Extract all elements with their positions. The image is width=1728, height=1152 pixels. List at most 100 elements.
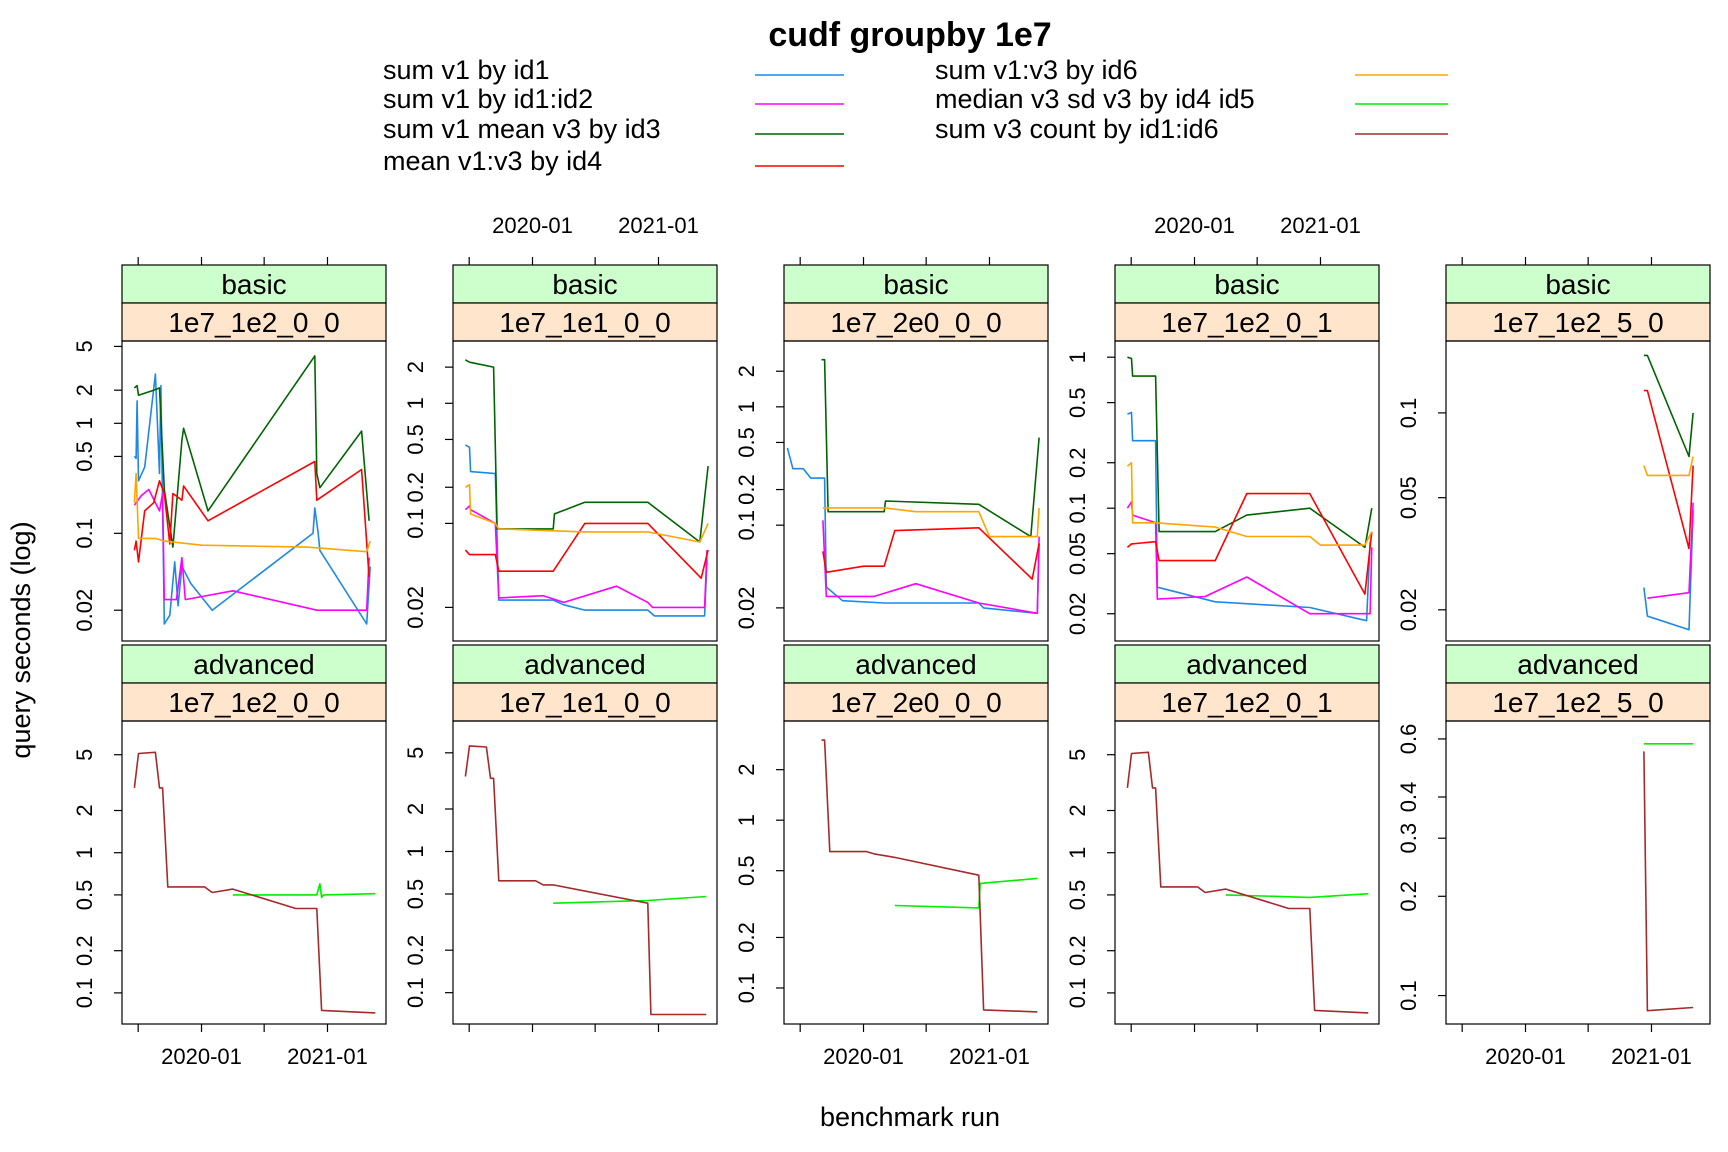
strip-bottom-label: 1e7_2e0_0_0 [830, 307, 1001, 338]
strip-top [783, 644, 1049, 684]
series-line-median-v3-sd-v3-by-id4-id5 [553, 895, 707, 904]
y-tick-label: 5 [72, 340, 97, 352]
strip-top-label: basic [1214, 269, 1279, 300]
plot-frame [1114, 720, 1380, 1025]
x-tick-label-bottom: 2021-01 [287, 1044, 368, 1069]
y-tick-label: 0.05 [1065, 532, 1090, 575]
series-line-mean-v1-v3-by-id4 [1643, 389, 1694, 550]
y-tick-label: 2 [403, 361, 428, 373]
y-tick-label: 0.1 [72, 518, 97, 549]
plot-frame [452, 720, 718, 1025]
y-tick-label: 2 [72, 804, 97, 816]
y-tick-label: 0.02 [734, 586, 759, 629]
series-line-sum-v1-v3-by-id6 [1126, 461, 1373, 546]
y-tick-label: 0.1 [734, 510, 759, 541]
series-line-mean-v1-v3-by-id4 [1126, 492, 1373, 595]
panel-basic-1e7-1e2-0-0: basic 1e7_1e2_0_0 0.02 0.1 0.5 1 2 5 [72, 264, 387, 642]
series-line-sum-v1-by-id1 [133, 373, 371, 625]
strip-bottom-label: 1e7_1e2_0_0 [168, 687, 339, 718]
series-line-sum-v1-v3-by-id6 [464, 483, 709, 543]
x-tick-label-bottom: 2021-01 [949, 1044, 1030, 1069]
y-tick-label: 0.1 [1396, 398, 1421, 429]
series-line-sum-v1-by-id1-id2 [133, 488, 370, 612]
y-tick-label: 0.2 [734, 474, 759, 505]
x-tick-label-bottom: 2020-01 [161, 1044, 242, 1069]
series-line-mean-v1-v3-by-id4 [822, 526, 1040, 580]
panel-advanced-1e7-2e0-0-0: advanced 1e7_2e0_0_0 0.1 0.2 0.5 1 2 [734, 644, 1049, 1025]
plot-frame [121, 720, 387, 1025]
legend-label: sum v1 mean v3 by id3 [383, 114, 661, 144]
y-tick-label: 0.02 [1065, 592, 1090, 635]
legend-label: sum v1 by id1:id2 [383, 84, 593, 114]
strip-top-label: advanced [1517, 649, 1638, 680]
y-tick-label: 0.02 [403, 586, 428, 629]
series-line-sum-v1-mean-v3-by-id3 [821, 358, 1040, 538]
y-tick-label: 0.1 [734, 973, 759, 1004]
legend-label: mean v1:v3 by id4 [383, 146, 602, 176]
series-line-sum-v1-mean-v3-by-id3 [464, 359, 709, 543]
x-tick-label-top: 2020-01 [492, 213, 573, 238]
y-tick-label: 2 [734, 365, 759, 377]
x-tick-label-bottom: 2020-01 [823, 1044, 904, 1069]
y-tick-label: 0.1 [1065, 978, 1090, 1009]
strip-top [1445, 264, 1711, 304]
legend-item-median-v3-sd-v3-by-id4-id5: median v3 sd v3 by id4 id5 [935, 84, 1448, 114]
strip-top [1445, 644, 1711, 684]
plot-frame [1114, 340, 1380, 642]
strip-bottom-label: 1e7_1e2_5_0 [1492, 307, 1663, 338]
panel-advanced-1e7-1e2-0-1: advanced 1e7_1e2_0_1 0.1 0.2 0.5 1 2 5 [1065, 644, 1380, 1025]
strip-bottom-label: 1e7_2e0_0_0 [830, 687, 1001, 718]
y-tick-label: 0.6 [1396, 724, 1421, 755]
strip-top-label: basic [221, 269, 286, 300]
x-tick-label-top: 2021-01 [1280, 213, 1361, 238]
panel-advanced-1e7-1e1-0-0: advanced 1e7_1e1_0_0 0.1 0.2 0.5 1 2 5 [403, 644, 718, 1025]
strip-top-label: advanced [1186, 649, 1307, 680]
y-tick-label: 2 [403, 803, 428, 815]
y-tick-label: 0.5 [72, 441, 97, 472]
y-tick-label: 2 [1065, 804, 1090, 816]
strip-top [1114, 264, 1380, 304]
y-tick-label: 1 [72, 847, 97, 859]
strip-bottom-label: 1e7_1e2_0_1 [1161, 687, 1332, 718]
series-line-sum-v1-v3-by-id6 [822, 507, 1040, 538]
y-tick-label: 1 [403, 845, 428, 857]
series-line-median-v3-sd-v3-by-id4-id5 [1225, 892, 1369, 899]
series-line-sum-v3-count-by-id1-id6 [1126, 751, 1369, 1014]
y-tick-label: 5 [1065, 749, 1090, 761]
strip-bottom-label: 1e7_1e2_5_0 [1492, 687, 1663, 718]
legend-item-sum-v1-by-id1: sum v1 by id1 [383, 55, 844, 85]
legend-item-sum-v1-mean-v3-by-id3: sum v1 mean v3 by id3 [383, 114, 844, 144]
y-axis-title: query seconds (log) [6, 521, 36, 758]
series-line-sum-v3-count-by-id1-id6 [821, 739, 1038, 1013]
series-line-sum-v1-v3-by-id6 [133, 472, 371, 553]
x-axis-col-2: 2020-01 2021-01 [468, 213, 699, 1032]
legend-label: median v3 sd v3 by id4 id5 [935, 84, 1255, 114]
strip-top [1114, 644, 1380, 684]
y-tick-label: 0.1 [403, 508, 428, 539]
strip-top-label: advanced [855, 649, 976, 680]
strip-top-label: basic [1545, 269, 1610, 300]
strip-top-label: advanced [193, 649, 314, 680]
y-tick-label: 0.02 [72, 589, 97, 632]
panels: basic 1e7_1e2_0_0 0.02 0.1 0.5 1 2 5 basic 1e7_1e… [72, 264, 1711, 1025]
y-tick-label: 1 [1065, 351, 1090, 363]
series-line-sum-v1-by-id1-id2 [1126, 501, 1373, 615]
plot-frame [121, 340, 387, 642]
y-tick-label: 0.5 [72, 880, 97, 911]
y-tick-label: 0.5 [734, 855, 759, 886]
y-tick-label: 0.1 [1396, 980, 1421, 1011]
strip-top-label: basic [552, 269, 617, 300]
series-line-sum-v1-by-id1 [1643, 510, 1694, 631]
series-line-sum-v1-mean-v3-by-id3 [133, 355, 370, 548]
strip-bottom-label: 1e7_1e1_0_0 [499, 307, 670, 338]
x-axis-col-1: 2020-01 2021-01 [137, 257, 368, 1069]
strip-bottom-label: 1e7_1e2_0_1 [1161, 307, 1332, 338]
y-tick-label: 0.2 [403, 935, 428, 966]
y-tick-label: 0.05 [1396, 476, 1421, 519]
panel-basic-1e7-1e2-0-1: basic 1e7_1e2_0_1 0.02 0.05 0.1 0.2 0.5 1 [1065, 264, 1380, 642]
y-tick-label: 0.2 [72, 935, 97, 966]
x-tick-label-top: 2020-01 [1154, 213, 1235, 238]
strip-top-label: advanced [524, 649, 645, 680]
plot-frame [1445, 340, 1711, 642]
legend-label: sum v1 by id1 [383, 55, 550, 85]
